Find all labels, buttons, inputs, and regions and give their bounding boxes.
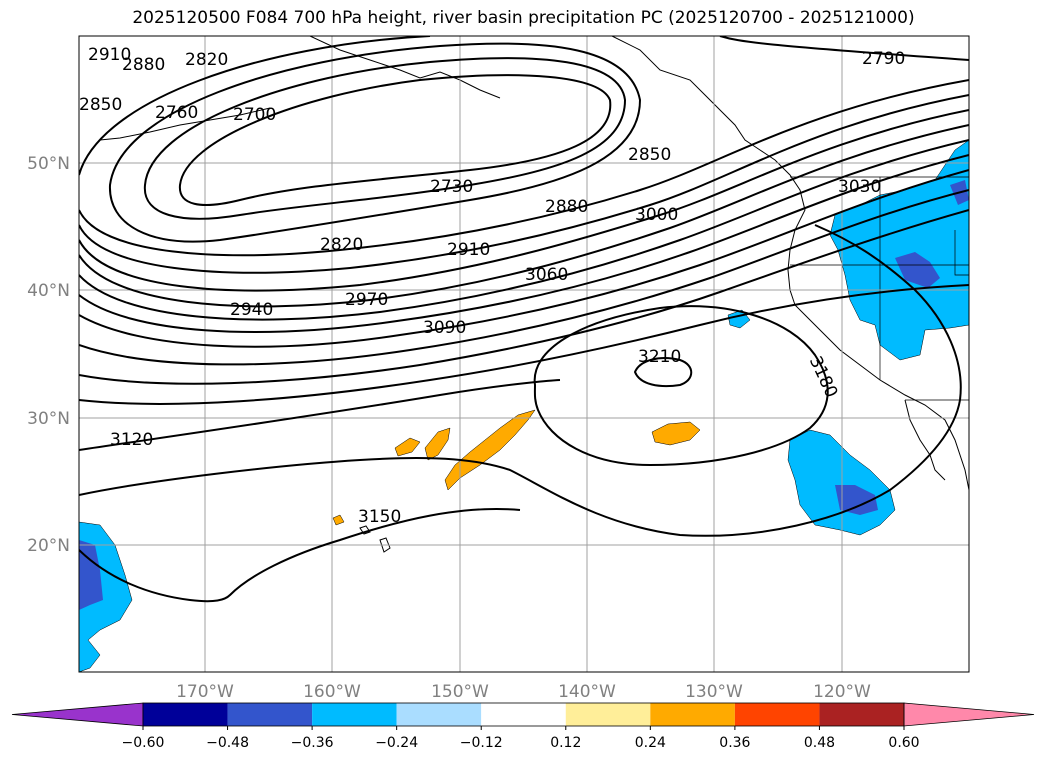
colorbar-tick-label: 0.12 (550, 735, 581, 751)
shade-baja-dark (835, 485, 878, 515)
contour-3180 (533, 305, 829, 467)
borders-us (790, 176, 969, 401)
colorbar-segment (819, 703, 904, 726)
lat-label: 50°N (27, 154, 70, 174)
contour-2730 (143, 57, 627, 220)
contour-2700 (178, 74, 612, 206)
height-contours (79, 36, 969, 603)
contour-2850 (79, 94, 969, 274)
colorbar-tick-label: −0.60 (122, 735, 165, 751)
contour-label: 3060 (525, 265, 568, 285)
contour-2880 (79, 109, 969, 292)
contour-label: 2910 (447, 240, 490, 260)
colorbar-segment (396, 703, 482, 726)
contour-3090 (79, 284, 969, 405)
colorbar-tick-label: −0.48 (206, 735, 249, 751)
contour-label: 2850 (79, 95, 122, 115)
contour-3210 (633, 357, 693, 388)
colorbar-segment (734, 703, 820, 726)
lon-labels: 170°W 160°W 150°W 140°W 130°W 120°W (176, 682, 871, 702)
colorbar-tick-label: 0.24 (635, 735, 666, 751)
contour-label: 2730 (430, 177, 473, 197)
lat-label: 40°N (27, 281, 70, 301)
colorbar-tick-label: 0.36 (719, 735, 750, 751)
contour-label: 2850 (628, 145, 671, 165)
contour-label: 2700 (233, 105, 276, 125)
shade-orange-blob3 (394, 437, 421, 457)
colorbar-tick-label: 0.60 (888, 735, 919, 751)
lon-label: 170°W (176, 682, 234, 702)
lat-label: 20°N (27, 536, 70, 556)
contour-label: 2820 (185, 50, 228, 70)
contour-2760 (108, 42, 642, 243)
coast-baja (904, 399, 946, 481)
contour-label: 2760 (155, 103, 198, 123)
colorbar-tick-label: −0.24 (375, 735, 418, 751)
shade-orange-blob2 (424, 427, 451, 461)
lon-label: 120°W (813, 682, 871, 702)
coastline-layer (99, 36, 969, 553)
lon-label: 160°W (303, 682, 361, 702)
contour-label: 2880 (545, 197, 588, 217)
contour-label: 2880 (122, 55, 165, 75)
contour-label: 3090 (423, 318, 466, 338)
lon-label: 130°W (685, 682, 743, 702)
colorbar-segment (143, 703, 228, 726)
colorbar-extend-high (903, 702, 1035, 727)
contour-label: 3120 (110, 430, 153, 450)
colorbar-segment (227, 703, 313, 726)
shade-westus-dark (895, 252, 940, 288)
lat-labels: 50°N 40°N 30°N 20°N (27, 154, 70, 556)
colorbar-tick-label: −0.12 (460, 735, 503, 751)
lon-label: 140°W (558, 682, 616, 702)
coast-aleutians (99, 107, 271, 141)
contour-label: 2820 (320, 235, 363, 255)
contour-label: 3210 (638, 347, 681, 367)
contour-3150 (79, 224, 962, 537)
plot-frame (78, 35, 970, 673)
contour-label: 2910 (88, 45, 131, 65)
contour-lower (79, 508, 521, 603)
colorbar-tick-label: −0.36 (291, 735, 334, 751)
colorbar: −0.60 −0.48 −0.36 −0.24 −0.12 0.12 0.24 0.36 0.4… (11, 702, 1035, 751)
colorbar-segment (565, 703, 651, 726)
shade-sw-dark (79, 540, 103, 610)
contour-label: 3030 (838, 177, 881, 197)
contour-label: 2790 (862, 49, 905, 69)
colorbar-extend-low (11, 702, 144, 727)
contour-3000 (79, 169, 969, 348)
colorbar-segment (481, 703, 566, 726)
colorbar-tick-label: 0.48 (804, 735, 835, 751)
contour-label: 2970 (345, 290, 388, 310)
contour-2910 (79, 124, 969, 308)
map-title: 2025120500 F084 700 hPa height, river ba… (132, 8, 915, 28)
contour-3120 (79, 379, 561, 451)
contour-label: 2940 (230, 300, 273, 320)
coast-alaska (309, 36, 501, 99)
colorbar-frame (142, 702, 905, 727)
contour-2970 (79, 154, 969, 333)
shade-orange-blob5 (332, 514, 345, 526)
contour-labels: 2910 2880 2820 2850 2760 2700 2790 2730 … (79, 45, 905, 527)
contour-2790 (79, 36, 969, 176)
contour-label: 3000 (635, 205, 678, 225)
colorbar-segment (650, 703, 735, 726)
colorbar-segment (312, 703, 397, 726)
plot-area (79, 36, 969, 672)
contour-2940 (79, 139, 969, 321)
shade-orange-band (444, 409, 536, 491)
lat-label: 30°N (27, 409, 70, 429)
shade-orange-blob4 (651, 421, 701, 446)
coast-northamerica (611, 36, 969, 491)
contour-label: 3150 (358, 507, 401, 527)
contour-3030 (79, 189, 969, 366)
contour-2820 (79, 79, 969, 257)
lon-label: 150°W (431, 682, 489, 702)
